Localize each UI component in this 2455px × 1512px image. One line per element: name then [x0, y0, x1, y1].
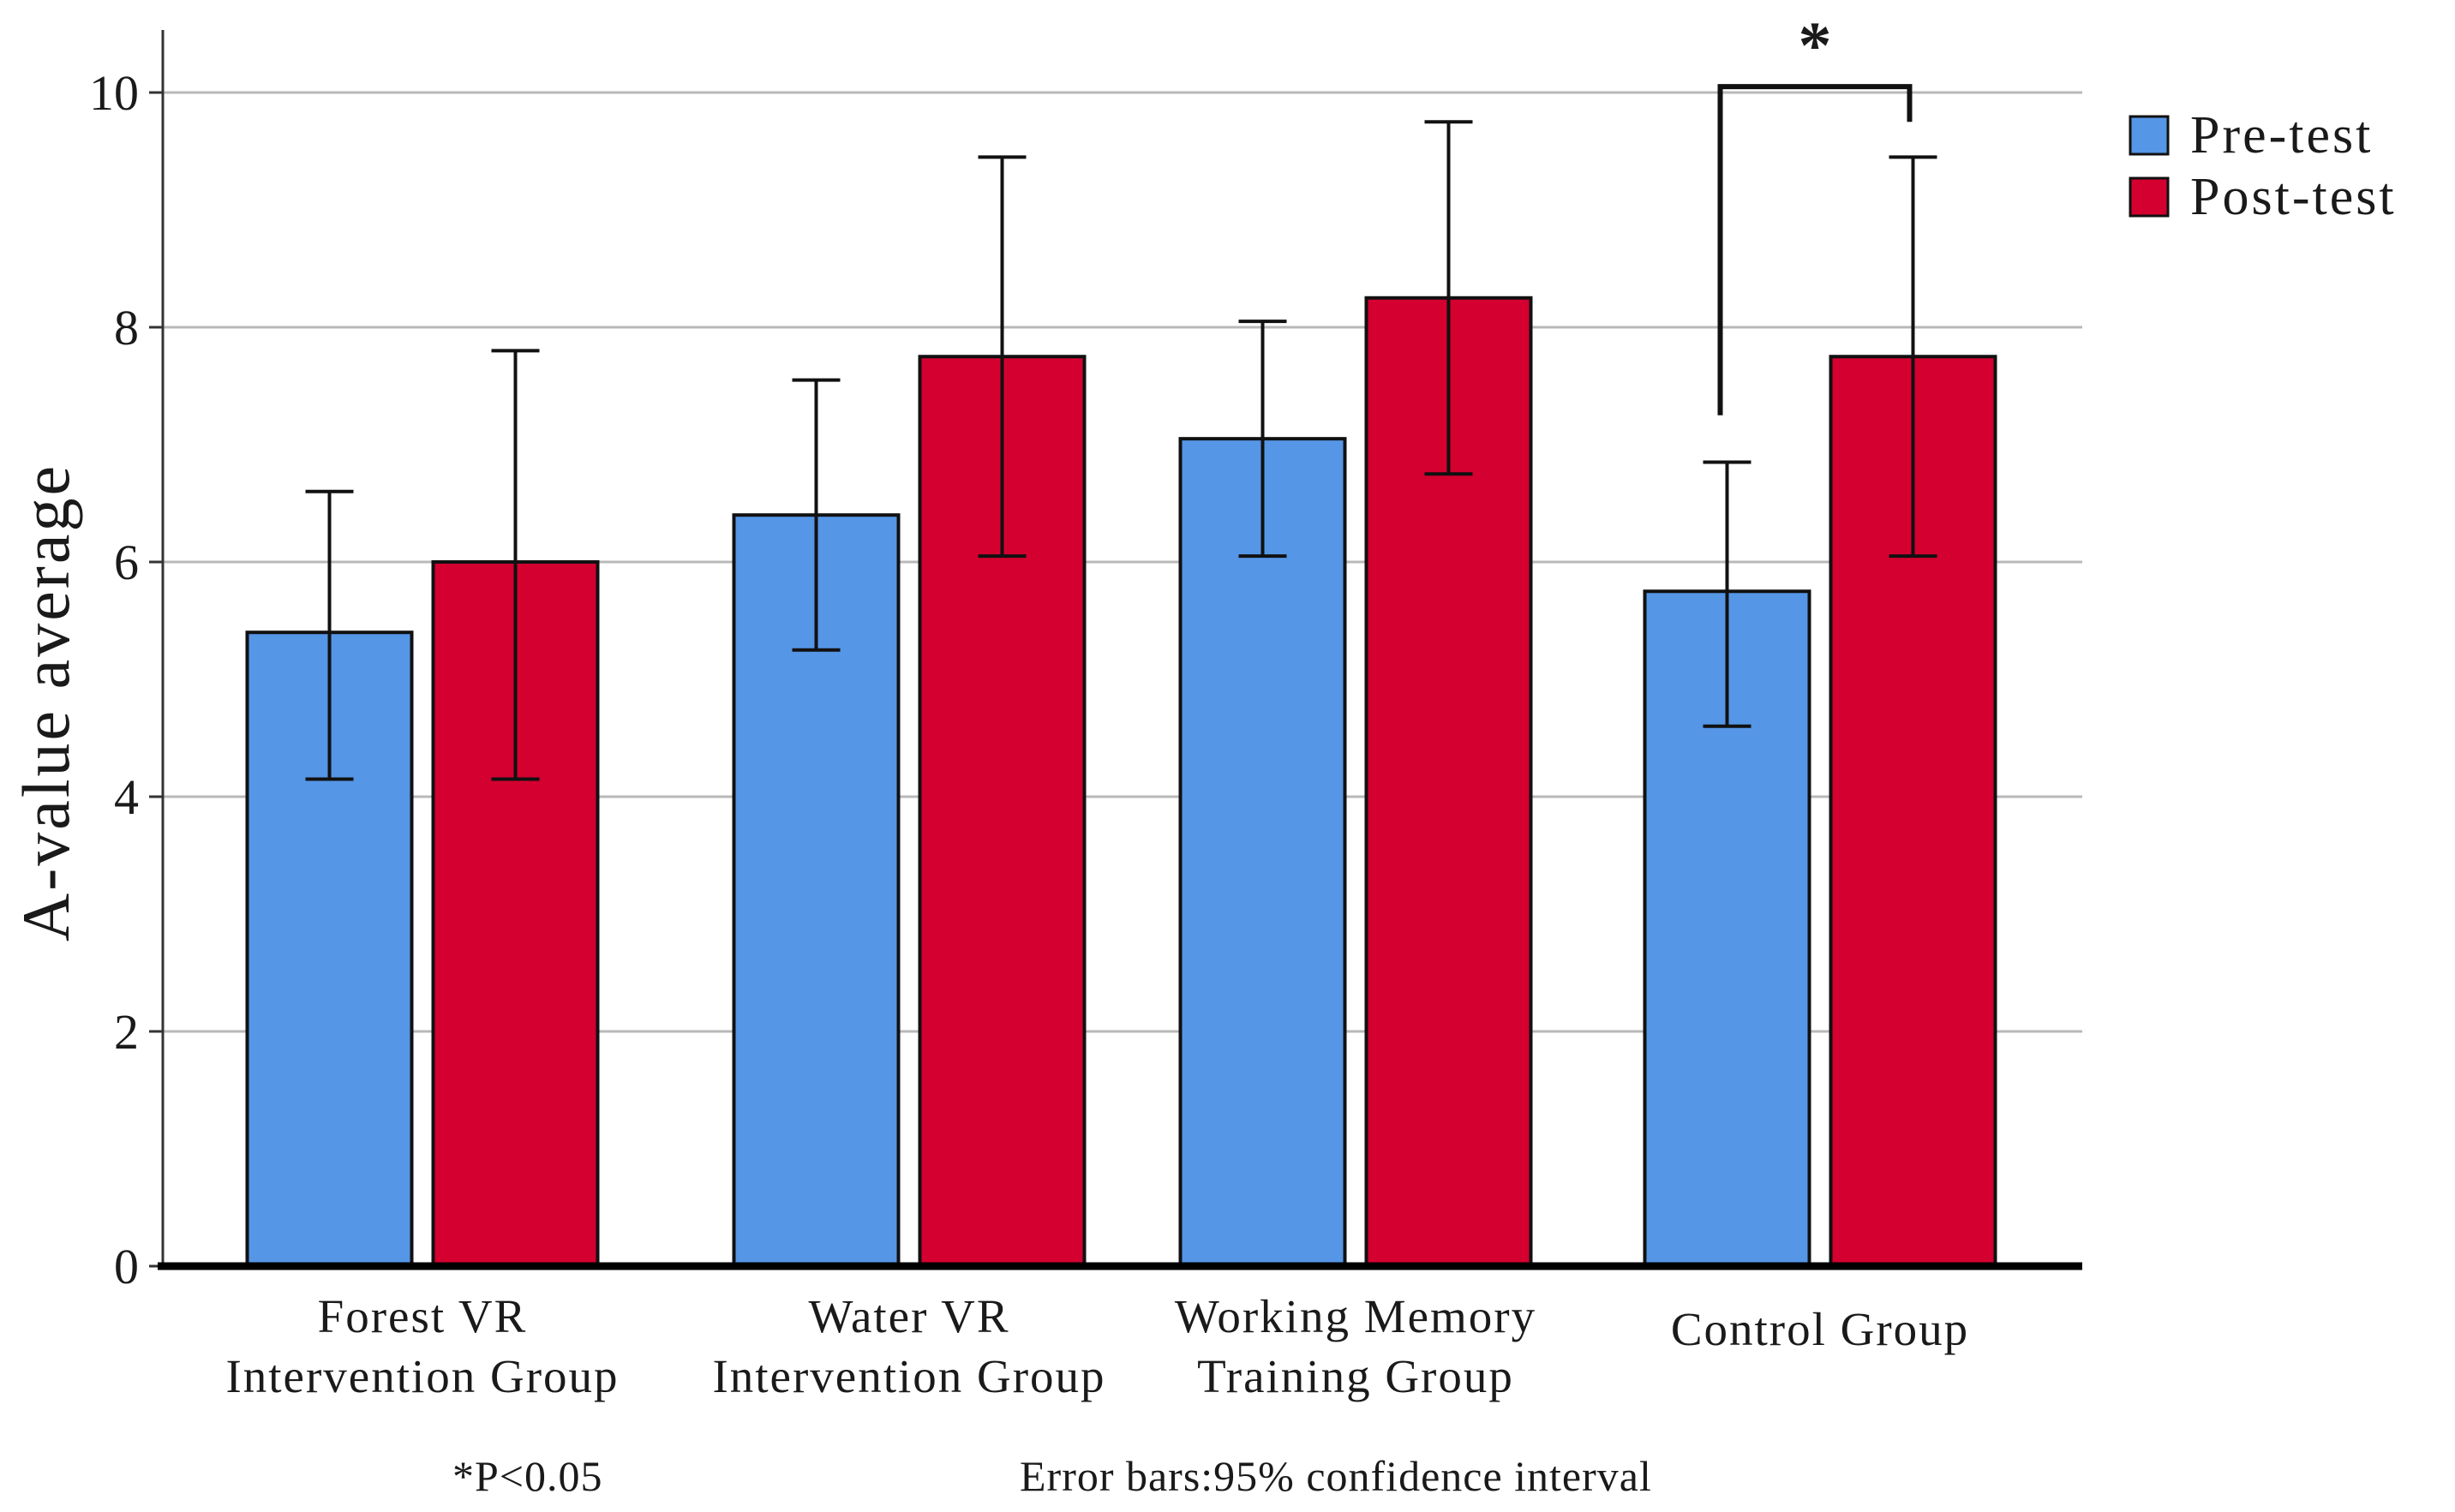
y-tick-label-2: 2 — [114, 1004, 139, 1060]
x-category-label-2-line-1: Training Group — [1197, 1350, 1514, 1402]
legend-swatch-pre — [2129, 115, 2170, 156]
x-category-label-3: Control Group — [1671, 1303, 1969, 1355]
significance-footnote: *P<0.05 — [452, 1452, 603, 1500]
annotations: * — [1717, 8, 1913, 415]
y-tick-label-4: 4 — [114, 769, 139, 825]
y-tick-label-6: 6 — [114, 535, 139, 590]
legend-swatch-post — [2129, 176, 2170, 218]
x-category-label-2-line-0: Working Memory — [1175, 1290, 1536, 1342]
axis-labels: 0 2 4 6 8 10 Forest VR Intervention Group Water … — [89, 65, 1969, 1402]
significance-star: * — [1799, 8, 1832, 82]
x-category-label-0-line-1: Intervention Group — [225, 1350, 619, 1402]
x-category-label-1-line-1: Intervention Group — [712, 1350, 1105, 1402]
axes — [149, 30, 2082, 1270]
error-bars — [305, 120, 1937, 781]
error-bars-footnote: Error bars:95% confidence interval — [1020, 1452, 1652, 1500]
significance-bracket — [1717, 84, 1913, 415]
y-axis-title: A-value average — [9, 463, 83, 941]
y-tick-label-10: 10 — [89, 65, 139, 121]
x-category-label-1-line-0: Water VR — [808, 1290, 1009, 1342]
y-tick-label-0: 0 — [114, 1239, 139, 1294]
y-tick-label-8: 8 — [114, 300, 139, 356]
legend-label-post: Post-test — [2190, 168, 2397, 226]
legend-label-pre: Pre-test — [2190, 106, 2373, 164]
bar-pre-2 — [1178, 437, 1347, 1268]
bars — [245, 296, 1997, 1268]
x-category-label-0-line-0: Forest VR — [318, 1290, 528, 1342]
